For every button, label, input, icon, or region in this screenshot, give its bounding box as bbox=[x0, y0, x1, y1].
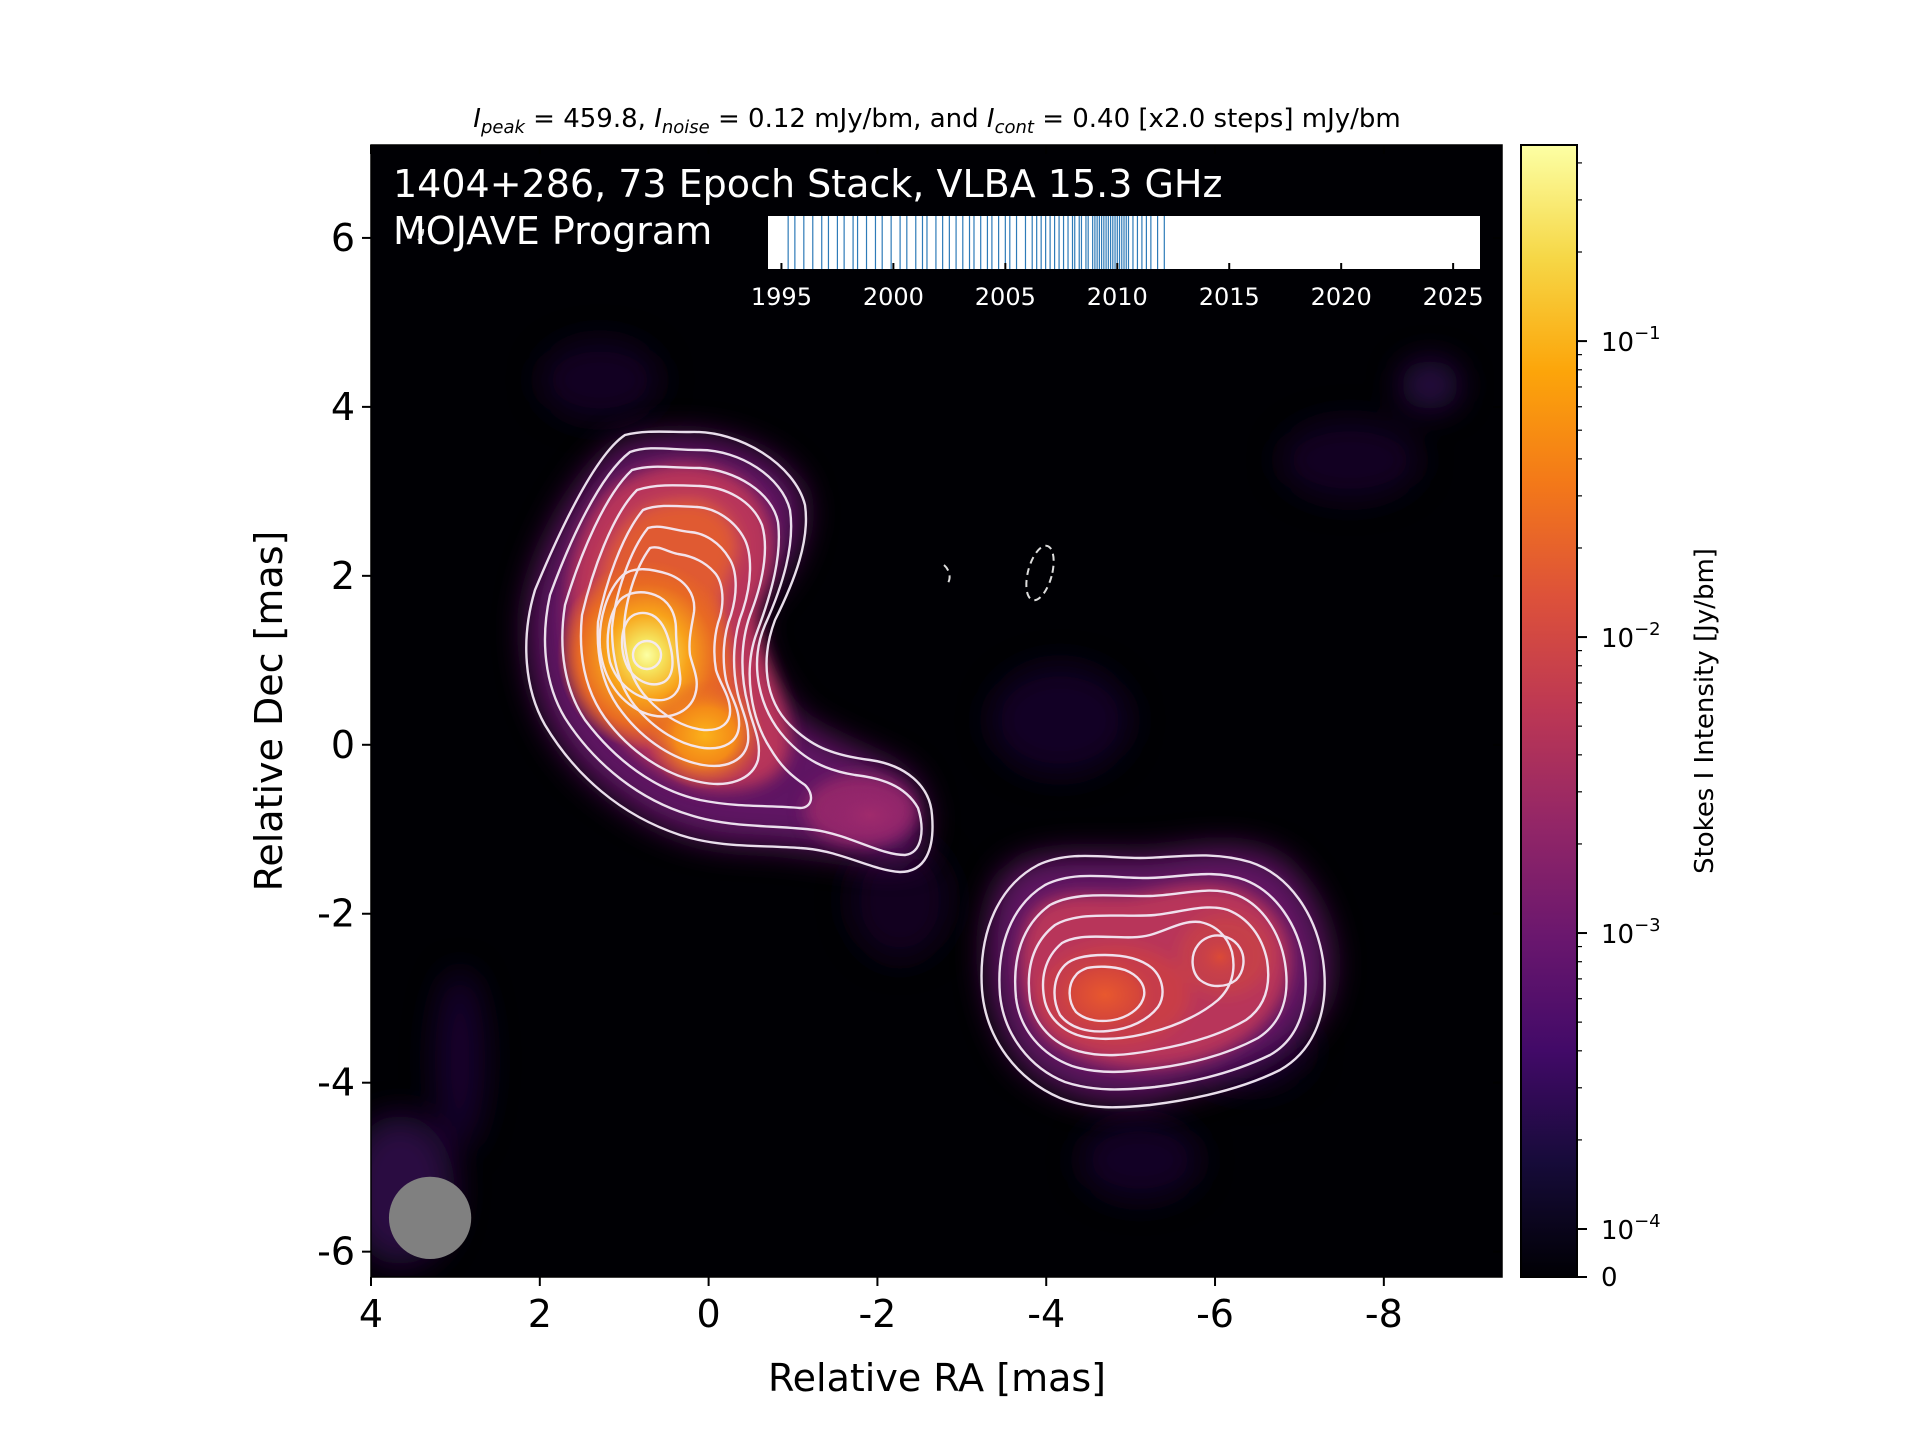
x-tick-label: -8 bbox=[1365, 1292, 1403, 1336]
contour-line bbox=[610, 525, 741, 750]
colorbar-tick-label: 10−2 bbox=[1601, 619, 1661, 654]
y-axis-label: Relative Dec [mas] bbox=[247, 531, 291, 892]
plot-background bbox=[371, 145, 1502, 1277]
header-segment: = 0.12 mJy/bm, and bbox=[710, 104, 987, 134]
contour-line bbox=[1191, 934, 1245, 988]
contour-line bbox=[631, 639, 663, 671]
south-knot-a bbox=[1045, 950, 1165, 1040]
contour-line bbox=[622, 546, 732, 732]
colorbar bbox=[1521, 145, 1577, 1277]
y-tick-label: -2 bbox=[317, 892, 355, 936]
plot-frame bbox=[370, 144, 1503, 1278]
x-tick-label: 2 bbox=[528, 1292, 552, 1336]
header-segment: cont bbox=[995, 117, 1035, 138]
y-tick-label: -6 bbox=[317, 1230, 355, 1274]
contours bbox=[525, 430, 1326, 1109]
contour-line bbox=[525, 430, 934, 874]
timeline-tick-label: 2025 bbox=[1423, 283, 1484, 311]
timeline-tick-label: 2010 bbox=[1087, 283, 1148, 311]
x-tick-label: -2 bbox=[858, 1292, 896, 1336]
y-tick-label: 4 bbox=[331, 385, 355, 429]
plot-title-line1: 1404+286, 73 Epoch Stack, VLBA 15.3 GHz bbox=[393, 162, 1222, 206]
timeline-tick-label: 2020 bbox=[1311, 283, 1372, 311]
y-tick-label: -4 bbox=[317, 1061, 355, 1105]
colorbar-tick-label: 10−3 bbox=[1601, 915, 1661, 950]
colorbar-label: Stokes I Intensity [Jy/bm] bbox=[1690, 548, 1720, 874]
plot-title-line2: MOJAVE Program bbox=[393, 209, 712, 253]
timeline-tick-label: 2005 bbox=[975, 283, 1036, 311]
x-axis-label: Relative RA [mas] bbox=[768, 1356, 1106, 1400]
y-tick-label: 2 bbox=[331, 554, 355, 598]
x-tick-label: -4 bbox=[1027, 1292, 1065, 1336]
contour-line bbox=[620, 611, 674, 686]
epoch-timeline: 1995 2000 2005 2010 2015 2020 2025 bbox=[751, 216, 1484, 311]
epoch-lines bbox=[787, 216, 1165, 269]
header-segment: I bbox=[473, 104, 481, 134]
x-axis-ticks: 4 2 0 -2 -4 -6 -8 bbox=[359, 145, 1403, 1336]
x-tick-label: 0 bbox=[697, 1292, 721, 1336]
image-stats-header: Ipeak = 459.8, Inoise = 0.12 mJy/bm, and… bbox=[473, 104, 1400, 138]
timeline-tick-label: 2015 bbox=[1199, 283, 1260, 311]
contour-line bbox=[606, 591, 682, 702]
contour-line bbox=[579, 484, 767, 786]
header-segment: peak bbox=[480, 117, 527, 138]
contour-line bbox=[1014, 889, 1288, 1074]
colorbar-zero-label: 0 bbox=[1601, 1263, 1618, 1293]
header-segment: I bbox=[654, 104, 662, 134]
header-segment: I bbox=[987, 104, 995, 134]
contour-line bbox=[1027, 906, 1270, 1057]
negative-contour bbox=[1025, 544, 1055, 602]
contour-line bbox=[980, 854, 1326, 1109]
colorbar-ticks: 10−1 10−2 10−3 10−4 0 bbox=[1577, 162, 1661, 1293]
contour-line bbox=[598, 568, 698, 718]
timeline-tick-label: 1995 bbox=[751, 283, 812, 311]
y-tick-label: 6 bbox=[331, 216, 355, 260]
y-axis-ticks: 6 4 2 0 -2 -4 -6 bbox=[317, 216, 1502, 1274]
contour-line bbox=[596, 504, 752, 768]
jet-knot bbox=[815, 780, 925, 850]
negative-contour bbox=[416, 218, 425, 241]
y-tick-label: 0 bbox=[331, 723, 355, 767]
timeline-ticks: 1995 2000 2005 2010 2015 2020 2025 bbox=[751, 263, 1484, 311]
contour-line bbox=[561, 465, 813, 810]
contour-line bbox=[998, 872, 1307, 1091]
header-segment: noise bbox=[662, 117, 710, 138]
header-segment: = 459.8, bbox=[525, 104, 654, 134]
colorbar-tick-label: 10−1 bbox=[1601, 323, 1661, 358]
contour-line bbox=[1041, 920, 1235, 1041]
contour-line bbox=[1053, 953, 1164, 1033]
beam-ellipse bbox=[388, 1176, 472, 1260]
timeline-tick-label: 2000 bbox=[863, 283, 924, 311]
negative-contour bbox=[943, 564, 951, 586]
core-secondary bbox=[645, 680, 765, 790]
x-tick-label: 4 bbox=[359, 1292, 383, 1336]
negative-contours bbox=[416, 218, 1055, 602]
colorbar-frame bbox=[1520, 144, 1578, 1278]
header-segment: = 0.40 [x2.0 steps] mJy/bm bbox=[1034, 104, 1401, 134]
emission-map bbox=[371, 218, 1460, 1265]
contour-line bbox=[1068, 965, 1146, 1023]
colorbar-tick-label: 10−4 bbox=[1601, 1211, 1661, 1246]
contour-line bbox=[543, 447, 923, 857]
x-tick-label: -6 bbox=[1196, 1292, 1234, 1336]
